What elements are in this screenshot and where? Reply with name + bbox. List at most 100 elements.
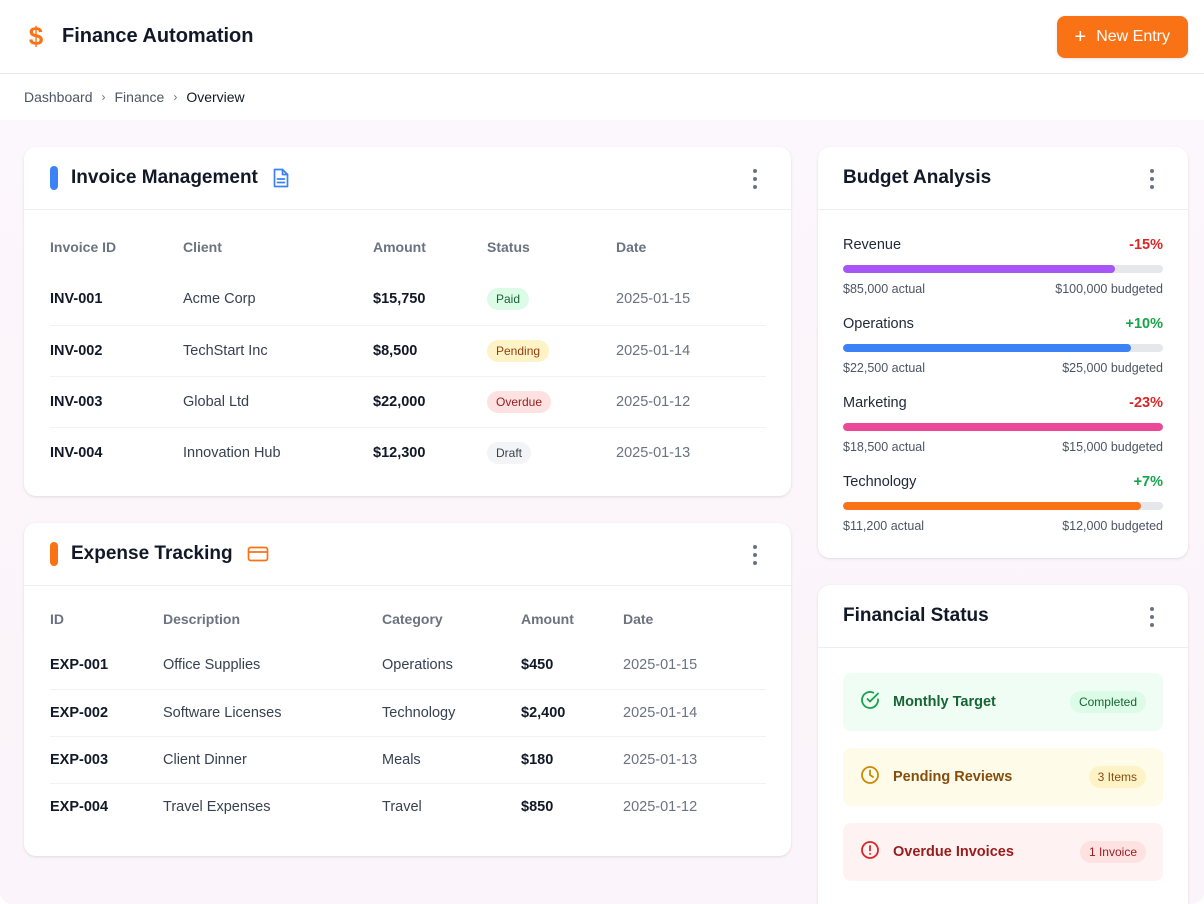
budget-variance: -23% — [1129, 395, 1163, 411]
check-circle-icon — [860, 690, 880, 715]
expense-id: EXP-004 — [50, 798, 109, 815]
expense-description: Office Supplies — [163, 642, 382, 690]
main-content: Invoice Management Invoice ID Client Amo… — [0, 120, 1204, 904]
expense-amount: $2,400 — [521, 689, 623, 737]
status-badge: Pending — [487, 339, 550, 362]
card-header: Expense Tracking — [24, 523, 791, 586]
table-row[interactable]: INV-004 Innovation Hub $12,300 Draft 202… — [50, 427, 766, 478]
expense-tracking-card: Expense Tracking ID Description Category… — [24, 523, 791, 856]
budget-actual: $22,500 actual — [843, 361, 926, 375]
budget-progress-bar — [843, 502, 1163, 510]
expense-date: 2025-01-12 — [623, 798, 698, 815]
invoice-id: INV-004 — [50, 444, 103, 461]
clock-icon — [860, 765, 880, 790]
budget-variance: +7% — [1133, 474, 1163, 490]
breadcrumb-overview: Overview — [186, 89, 245, 105]
invoice-amount: $15,750 — [373, 274, 487, 326]
expense-category: Travel — [382, 798, 422, 815]
table-header-row: ID Description Category Amount Date — [50, 596, 766, 642]
status-label: Overdue Invoices — [893, 844, 1014, 860]
expense-id: EXP-003 — [50, 736, 163, 784]
brand: $ Finance Automation — [24, 21, 254, 52]
budget-item-operations: Operations +10% $22,500 actual $25,000 b… — [843, 314, 1163, 375]
invoice-card-title: Invoice Management — [71, 167, 258, 188]
budget-analysis-card: Budget Analysis Revenue -15% $85,000 act… — [818, 147, 1188, 558]
column-header: Invoice ID — [50, 239, 117, 255]
breadcrumb-finance[interactable]: Finance — [114, 89, 165, 105]
status-badge: Overdue — [487, 390, 552, 413]
expense-id: EXP-001 — [50, 642, 163, 690]
status-card-title: Financial Status — [843, 605, 989, 626]
expense-amount: $850 — [521, 798, 554, 815]
more-options-icon[interactable] — [1144, 607, 1160, 627]
column-header: Client — [183, 239, 222, 255]
invoice-client: TechStart Inc — [183, 325, 373, 377]
invoice-client: Acme Corp — [183, 274, 373, 326]
column-header: Date — [616, 239, 647, 255]
invoice-id: INV-001 — [50, 274, 183, 326]
more-options-icon[interactable] — [747, 545, 763, 565]
budget-progress-fill — [843, 502, 1141, 510]
table-row[interactable]: EXP-002 Software Licenses Technology $2,… — [50, 689, 766, 737]
invoice-amount: $8,500 — [373, 325, 487, 377]
alert-circle-icon — [860, 840, 880, 865]
budget-item-name: Technology — [843, 474, 917, 490]
column-header: Status — [487, 239, 530, 255]
budget-item-name: Operations — [843, 316, 914, 332]
column-header: Description — [163, 611, 241, 627]
chevron-right-icon: › — [101, 90, 106, 104]
status-label: Monthly Target — [893, 694, 996, 710]
more-options-icon[interactable] — [747, 169, 763, 189]
budget-progress-bar — [843, 265, 1163, 273]
table-row[interactable]: INV-003 Global Ltd $22,000 Overdue 2025-… — [50, 376, 766, 428]
expense-category: Technology — [382, 689, 521, 737]
budget-progress-fill — [843, 423, 1163, 431]
column-header: ID — [50, 611, 64, 627]
budget-actual: $11,200 actual — [843, 519, 925, 533]
table-row[interactable]: EXP-004 Travel Expenses Travel $850 2025… — [50, 783, 766, 830]
top-header: $ Finance Automation + New Entry — [0, 0, 1204, 74]
invoice-amount: $22,000 — [373, 376, 487, 428]
budget-card-title: Budget Analysis — [843, 167, 992, 188]
invoice-management-card: Invoice Management Invoice ID Client Amo… — [24, 147, 791, 496]
card-header: Invoice Management — [24, 147, 791, 210]
budget-actual: $18,500 actual — [843, 440, 926, 454]
expense-category: Meals — [382, 736, 521, 784]
status-badge: 1 Invoice — [1079, 841, 1146, 863]
budget-progress-fill — [843, 344, 1131, 352]
invoice-amount: $12,300 — [373, 444, 426, 461]
expense-date: 2025-01-13 — [623, 736, 766, 784]
budget-item-name: Revenue — [843, 237, 902, 253]
invoice-client: Global Ltd — [183, 376, 373, 428]
expense-amount: $450 — [521, 642, 623, 690]
more-options-icon[interactable] — [1144, 169, 1160, 189]
budget-budgeted: $25,000 budgeted — [1062, 361, 1163, 375]
budget-actual: $85,000 actual — [843, 282, 926, 296]
budget-item-marketing: Marketing -23% $18,500 actual $15,000 bu… — [843, 393, 1163, 454]
table-row[interactable]: INV-002 TechStart Inc $8,500 Pending 202… — [50, 325, 766, 377]
card-accent — [50, 542, 58, 566]
financial-status-card: Financial Status Monthly Target Complete… — [818, 585, 1188, 904]
expense-description: Software Licenses — [163, 689, 382, 737]
column-header: Category — [382, 611, 443, 627]
table-row[interactable]: EXP-001 Office Supplies Operations $450 … — [50, 642, 766, 690]
invoice-date: 2025-01-13 — [616, 444, 691, 461]
budget-progress-fill — [843, 265, 1115, 273]
breadcrumb-dashboard[interactable]: Dashboard — [24, 89, 93, 105]
credit-card-icon — [247, 546, 269, 562]
status-item-monthly-target[interactable]: Monthly Target Completed — [843, 673, 1163, 731]
new-entry-button[interactable]: + New Entry — [1056, 15, 1188, 58]
status-badge: 3 Items — [1088, 766, 1146, 788]
status-item-overdue-invoices[interactable]: Overdue Invoices 1 Invoice — [843, 823, 1163, 881]
invoice-table: Invoice ID Client Amount Status Date INV… — [50, 220, 766, 478]
document-icon — [272, 168, 290, 188]
table-row[interactable]: INV-001 Acme Corp $15,750 Paid 2025-01-1… — [50, 274, 766, 326]
column-header: Amount — [521, 611, 574, 627]
chevron-right-icon: › — [173, 90, 178, 104]
status-item-pending-reviews[interactable]: Pending Reviews 3 Items — [843, 748, 1163, 806]
table-row[interactable]: EXP-003 Client Dinner Meals $180 2025-01… — [50, 736, 766, 784]
expense-table: ID Description Category Amount Date EXP-… — [50, 596, 766, 830]
expense-category: Operations — [382, 642, 521, 690]
table-header-row: Invoice ID Client Amount Status Date — [50, 220, 766, 274]
expense-date: 2025-01-15 — [623, 642, 766, 690]
